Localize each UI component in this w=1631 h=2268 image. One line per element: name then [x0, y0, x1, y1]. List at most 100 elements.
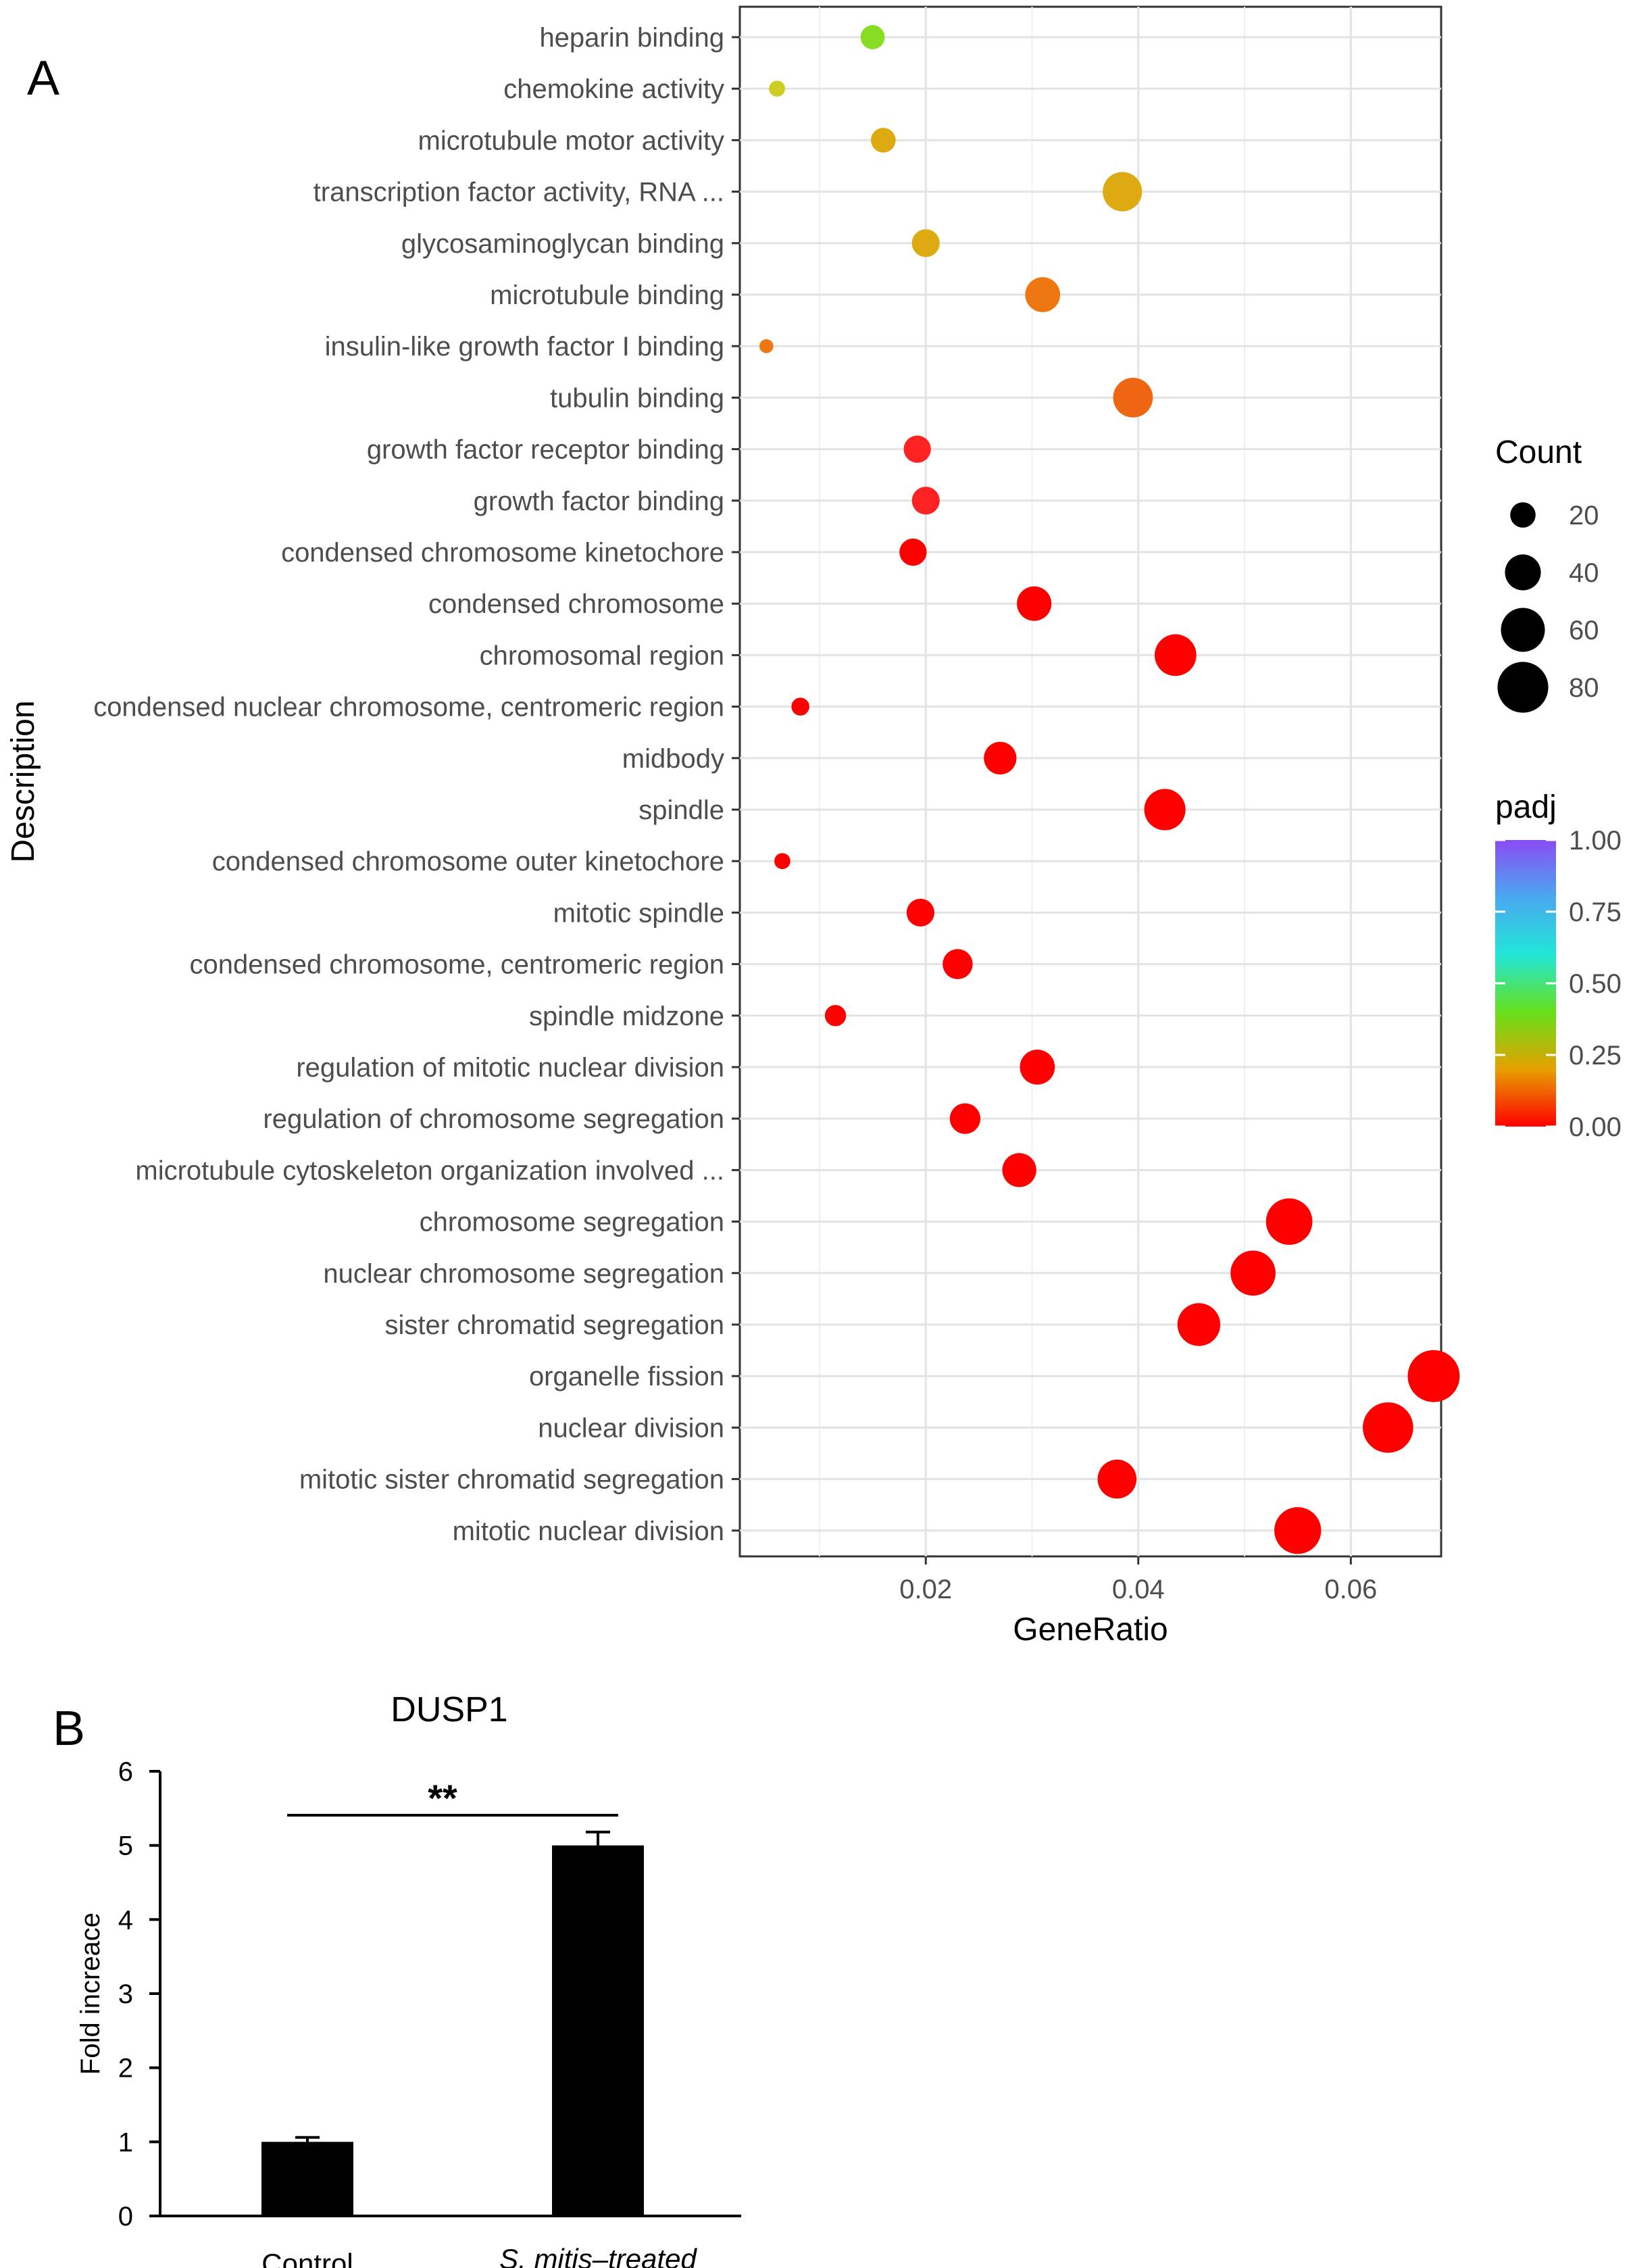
data-point [1407, 1350, 1460, 1402]
size-legend-key [1510, 502, 1536, 528]
y-axis: heparin binding chemokine activity microtu… [93, 23, 740, 1546]
size-legend: Count 20 40 60 80 [1495, 435, 1599, 713]
bar-y-tick-label: 5 [118, 1831, 133, 1861]
data-point [759, 339, 774, 353]
colorbar-label: 0.00 [1569, 1112, 1622, 1142]
term-label: spindle [638, 795, 724, 825]
bar-axes: 0 1 2 3 4 5 6 [118, 1757, 741, 2232]
bar [261, 2142, 353, 2216]
data-point [903, 435, 931, 463]
data-point [1265, 1198, 1313, 1245]
bar-y-tick-label: 0 [118, 2202, 133, 2232]
data-point [911, 229, 940, 257]
term-label: condensed nuclear chromosome, centromeri… [93, 693, 724, 722]
data-point [774, 853, 791, 870]
term-label: insulin-like growth factor I binding [325, 332, 724, 362]
data-point [1002, 1153, 1036, 1187]
term-label: chemokine activity [503, 74, 724, 104]
x-tick-label: 0.04 [1112, 1575, 1165, 1604]
term-label: growth factor receptor binding [367, 435, 724, 465]
data-point [1025, 277, 1061, 312]
gridlines [740, 7, 1441, 1556]
size-legend-label: 20 [1569, 501, 1599, 531]
term-label: microtubule motor activity [418, 126, 724, 155]
colorbar-label: 0.50 [1569, 969, 1622, 999]
category-label: Control [261, 2248, 353, 2268]
data-point [949, 1103, 981, 1134]
x-axis: 0.02 0.04 0.06 [899, 1556, 1377, 1604]
term-label: condensed chromosome outer kinetochore [212, 847, 724, 877]
bar [552, 1845, 644, 2216]
bar-y-axis-title: Fold increace [76, 1913, 105, 2075]
term-label: sister chromatid segregation [385, 1310, 724, 1340]
term-label: nuclear division [538, 1413, 724, 1443]
size-legend-title: Count [1495, 435, 1582, 470]
data-point [1020, 1050, 1055, 1085]
significance-label: ** [428, 1777, 457, 1819]
data-point [1154, 634, 1197, 676]
data-point [1230, 1250, 1276, 1296]
term-label: condensed chromosome, centromeric region [189, 950, 724, 980]
term-label: condensed chromosome [428, 589, 724, 619]
term-label: chromosome segregation [420, 1208, 724, 1237]
data-point [1274, 1507, 1322, 1554]
x-tick-label: 0.06 [1324, 1575, 1377, 1604]
term-label: mitotic spindle [553, 898, 724, 928]
term-label: midbody [622, 744, 724, 774]
y-axis-title: Description [5, 700, 41, 862]
size-legend-label: 40 [1569, 558, 1599, 588]
panel-label-b: B [53, 1702, 85, 1756]
size-legend-label: 80 [1569, 673, 1599, 703]
term-label: condensed chromosome kinetochore [281, 538, 724, 568]
color-legend: padj 1.00 0.75 0.50 0.25 0.00 [1495, 789, 1622, 1142]
bar-y-tick-label: 6 [118, 1757, 133, 1787]
term-label: microtubule cytoskeleton organization in… [135, 1156, 724, 1185]
bar-chart-title: DUSP1 [391, 1690, 507, 1729]
term-label: regulation of chromosome segregation [263, 1104, 724, 1134]
term-label: growth factor binding [474, 487, 724, 516]
panel-label-a: A [27, 51, 59, 105]
x-tick-label: 0.02 [899, 1575, 952, 1604]
colorbar-label: 0.25 [1569, 1041, 1622, 1070]
data-point [1363, 1402, 1413, 1453]
term-label: chromosomal region [480, 641, 724, 670]
data-point [824, 1005, 847, 1027]
data-point [943, 949, 973, 979]
data-point [1097, 1459, 1137, 1499]
data-point [1177, 1303, 1221, 1346]
color-legend-title: padj [1495, 789, 1557, 825]
bar-y-tick-label: 3 [118, 1979, 133, 2009]
term-label: tubulin binding [550, 383, 724, 413]
size-legend-label: 60 [1569, 616, 1599, 645]
data-point [791, 697, 809, 716]
category-label: S. mitis–treated [499, 2243, 697, 2268]
data-point [1103, 172, 1143, 212]
points [759, 25, 1460, 1554]
term-label: mitotic nuclear division [453, 1517, 724, 1546]
bar-y-tick-label: 1 [118, 2127, 133, 2157]
term-label: organelle fission [529, 1362, 724, 1391]
term-label: glycosaminoglycan binding [401, 229, 724, 259]
size-legend-key [1505, 554, 1541, 591]
data-point [899, 538, 927, 566]
term-label: microtubule binding [490, 280, 724, 310]
data-point [984, 741, 1017, 774]
data-point [1113, 378, 1153, 418]
term-label: transcription factor activity, RNA ... [313, 178, 724, 207]
dotplot-panel: heparin binding chemokine activity microtu… [5, 5, 1622, 1648]
term-label: spindle midzone [529, 1002, 724, 1031]
data-point [906, 898, 934, 927]
term-label: nuclear chromosome segregation [323, 1259, 724, 1289]
data-point [1017, 586, 1052, 621]
data-point [871, 128, 896, 153]
bar-y-tick-label: 2 [118, 2054, 133, 2084]
x-axis-title: GeneRatio [1013, 1612, 1168, 1648]
term-label: heparin binding [539, 23, 724, 53]
colorbar-label: 1.00 [1569, 826, 1622, 856]
category-label-italic: S. mitis–treated [499, 2243, 697, 2268]
term-label: regulation of mitotic nuclear division [296, 1053, 724, 1083]
bar-y-tick-label: 4 [118, 1905, 133, 1935]
size-legend-key [1501, 608, 1545, 652]
